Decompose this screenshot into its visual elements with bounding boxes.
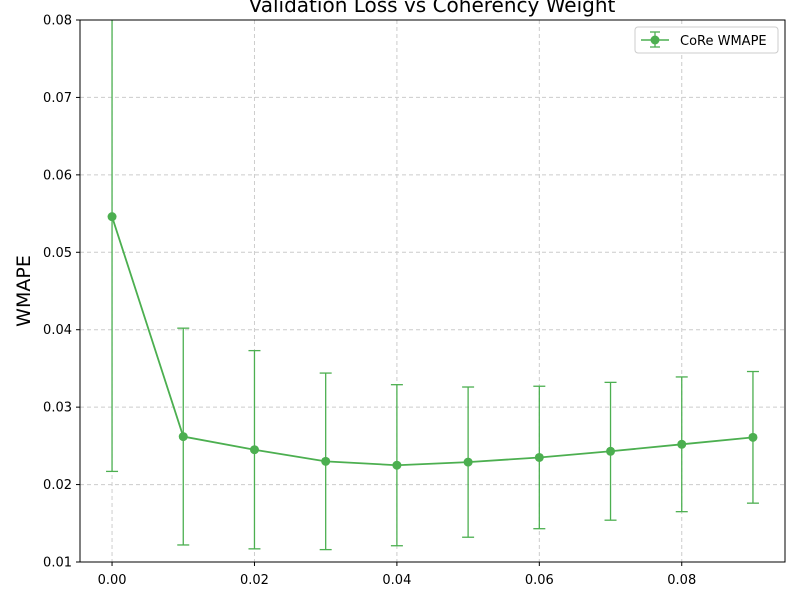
x-axis: 0.00 0.02 0.04 0.06 0.08: [98, 562, 696, 588]
data-point: [178, 432, 188, 442]
data-point: [249, 445, 259, 455]
y-axis: 0.01 0.02 0.03 0.04 0.05 0.06 0.07 0.08: [43, 14, 80, 571]
legend-label: CoRe WMAPE: [680, 34, 767, 49]
data-point: [463, 457, 473, 467]
y-tick-label: 0.04: [43, 323, 72, 338]
x-tick-label: 0.02: [240, 573, 269, 588]
data-point: [748, 432, 758, 442]
data-point: [606, 446, 616, 456]
series-layer: [106, 20, 759, 551]
legend-box: [634, 26, 779, 54]
data-point: [534, 452, 544, 462]
series-line: [111, 216, 754, 467]
x-tick-label: 0.00: [98, 573, 127, 588]
data-point: [677, 439, 687, 449]
data-point: [392, 460, 402, 470]
plot-frame: [79, 19, 786, 563]
x-tick-label: 0.04: [382, 573, 411, 588]
y-tick-label: 0.02: [43, 478, 72, 493]
y-tick-label: 0.07: [43, 91, 72, 106]
legend: CoRe WMAPE: [634, 26, 779, 54]
data-point: [107, 212, 117, 222]
y-axis-label: WMAPE: [13, 255, 35, 327]
y-tick-label: 0.03: [43, 401, 72, 416]
y-tick-label: 0.06: [43, 168, 72, 183]
data-point: [321, 456, 331, 466]
y-tick-label: 0.05: [43, 246, 72, 261]
legend-marker: [650, 35, 660, 45]
x-tick-label: 0.08: [667, 573, 696, 588]
x-tick-label: 0.06: [525, 573, 554, 588]
y-tick-label: 0.08: [43, 14, 72, 29]
chart-title: Validation Loss vs Coherency Weight: [249, 0, 616, 17]
y-tick-label: 0.01: [43, 556, 72, 571]
